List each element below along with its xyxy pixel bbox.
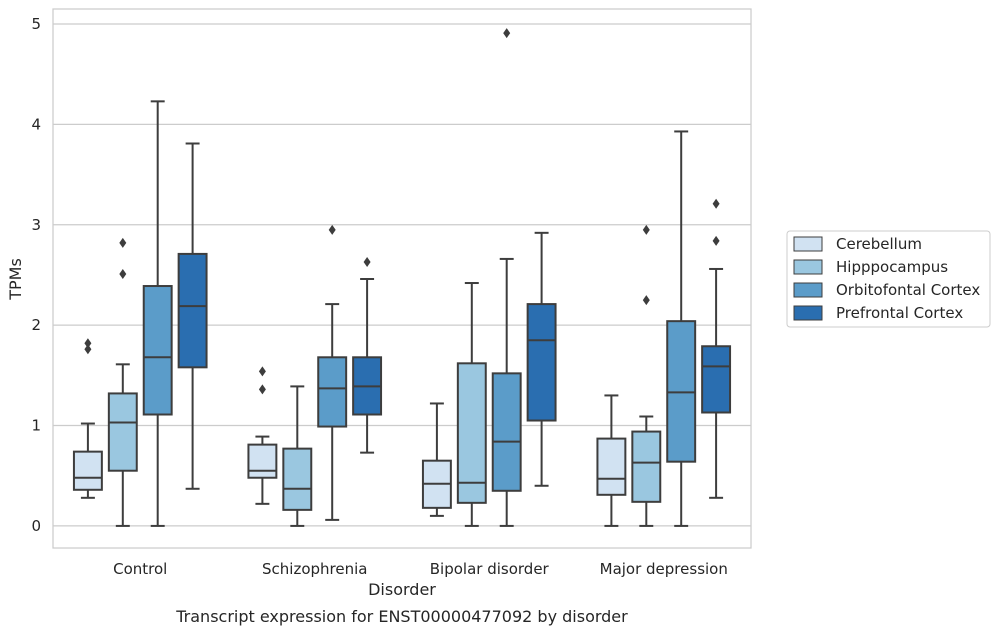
outlier-point bbox=[84, 344, 92, 355]
box-body bbox=[317, 356, 348, 428]
outlier-point bbox=[328, 224, 336, 235]
box-body bbox=[177, 252, 208, 369]
box-hipppocampus bbox=[456, 282, 487, 527]
legend-swatch bbox=[793, 259, 823, 275]
box-cerebellum bbox=[247, 366, 278, 505]
y-axis-label: TPMs bbox=[6, 258, 25, 301]
legend-frame bbox=[786, 230, 991, 328]
outlier-point bbox=[363, 256, 371, 267]
box-body bbox=[596, 437, 627, 496]
x-tick-label: Control bbox=[113, 560, 167, 578]
x-tick-label: Bipolar disorder bbox=[430, 560, 550, 578]
legend-label: Hipppocampus bbox=[836, 258, 948, 276]
box-prefrontal-cortex bbox=[352, 256, 383, 454]
outlier-point bbox=[258, 366, 266, 377]
outlier-point bbox=[712, 198, 720, 209]
box-body bbox=[282, 447, 313, 511]
x-axis-label: Disorder bbox=[368, 580, 436, 599]
x-tick-labels: Control Schizophrenia Bipolar disorder Majo… bbox=[113, 560, 728, 578]
legend-swatch bbox=[793, 236, 823, 252]
legend-swatch bbox=[793, 282, 823, 298]
box-cerebellum bbox=[596, 394, 627, 527]
outlier-point bbox=[642, 224, 650, 235]
y-tick-label: 1 bbox=[31, 417, 41, 435]
x-tick-label: Schizophrenia bbox=[262, 560, 367, 578]
box-orbitofontal-cortex bbox=[317, 224, 348, 521]
legend-label: Orbitofontal Cortex bbox=[836, 281, 980, 299]
box-body bbox=[666, 320, 697, 463]
box-body bbox=[142, 285, 173, 416]
y-tick-label: 5 bbox=[31, 15, 41, 33]
box-body bbox=[247, 443, 278, 479]
box-body bbox=[701, 345, 732, 414]
box-orbitofontal-cortex bbox=[491, 28, 522, 527]
box-hipppocampus bbox=[107, 237, 138, 527]
box-prefrontal-cortex bbox=[177, 142, 208, 490]
outlier-point bbox=[712, 235, 720, 246]
outlier-point bbox=[503, 28, 511, 39]
x-tick-label: Major depression bbox=[600, 560, 728, 578]
y-tick-label: 3 bbox=[31, 216, 41, 234]
box-body bbox=[491, 372, 522, 492]
box-body bbox=[456, 362, 487, 504]
y-tick-label: 4 bbox=[31, 115, 41, 133]
legend: Cerebellum Hipppocampus Orbitofontal Corte… bbox=[786, 230, 991, 328]
box-hipppocampus bbox=[282, 385, 313, 527]
box-cerebellum bbox=[72, 338, 103, 499]
box-body bbox=[631, 430, 662, 503]
outlier-point bbox=[258, 384, 266, 395]
y-tick-label: 2 bbox=[31, 316, 41, 334]
box-orbitofontal-cortex bbox=[666, 130, 697, 527]
box-body bbox=[107, 392, 138, 472]
outlier-point bbox=[119, 237, 127, 248]
y-tick-label: 0 bbox=[31, 517, 41, 535]
legend-label: Prefrontal Cortex bbox=[836, 304, 963, 322]
box-hipppocampus bbox=[631, 224, 662, 527]
box-orbitofontal-cortex bbox=[142, 100, 173, 527]
box-plots bbox=[72, 28, 732, 527]
plot-frame bbox=[52, 8, 752, 549]
box-cerebellum bbox=[421, 402, 452, 517]
chart-caption: Transcript expression for ENST0000047709… bbox=[175, 607, 628, 626]
outlier-point bbox=[642, 295, 650, 306]
box-prefrontal-cortex bbox=[526, 231, 557, 487]
legend-label: Cerebellum bbox=[836, 235, 922, 253]
box-body bbox=[72, 450, 103, 491]
outlier-point bbox=[84, 338, 92, 349]
y-tick-labels: 0 1 2 3 4 5 bbox=[31, 15, 41, 535]
outlier-point bbox=[119, 268, 127, 279]
legend-swatch bbox=[793, 305, 823, 321]
box-prefrontal-cortex bbox=[701, 198, 732, 499]
box-body bbox=[526, 303, 557, 422]
